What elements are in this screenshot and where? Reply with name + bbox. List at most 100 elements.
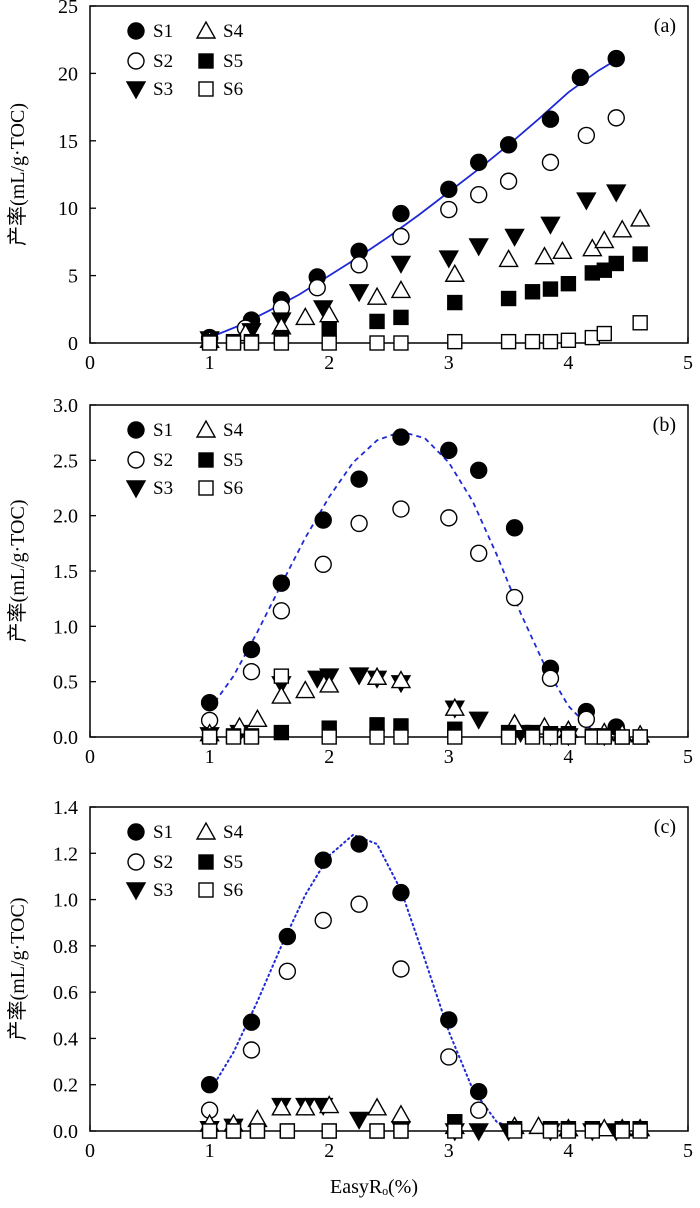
data-point — [247, 708, 268, 727]
x-tick-label: 0 — [85, 746, 95, 768]
panel-2: 0 1 2 3 4 5 0.0 0.5 1.0 1.5 2.0 2.5 3.0 产率(mL/g·TOC) (… — [6, 395, 693, 768]
y-tick-label: 1.0 — [53, 616, 78, 638]
legend-label: S6 — [223, 79, 243, 100]
data-point — [447, 1123, 463, 1139]
data-point — [307, 670, 328, 689]
legend-label: S6 — [223, 478, 243, 499]
data-point — [632, 1123, 648, 1139]
data-point — [249, 1123, 266, 1139]
series-s6 — [201, 315, 648, 351]
legend-marker — [195, 20, 217, 39]
data-point — [596, 325, 612, 342]
data-point — [468, 711, 489, 730]
y-tick-label: 1.5 — [53, 561, 78, 583]
data-point — [392, 960, 410, 978]
data-point — [541, 669, 560, 688]
y-tick-label: 0.4 — [53, 1028, 78, 1050]
legend-marker — [127, 52, 145, 70]
panel-label: (b) — [653, 414, 676, 436]
data-point — [295, 306, 316, 326]
legend-marker — [127, 22, 145, 40]
data-point — [629, 208, 651, 227]
data-point — [348, 284, 370, 303]
data-point — [392, 500, 410, 518]
data-point — [278, 962, 297, 981]
x-tick-label: 2 — [324, 1140, 334, 1162]
data-point — [273, 724, 290, 741]
legend-marker — [127, 451, 145, 469]
data-point — [201, 729, 218, 745]
data-point — [393, 729, 409, 745]
data-point — [440, 1048, 458, 1066]
data-point — [201, 335, 218, 351]
series-s4 — [199, 208, 651, 349]
data-point — [606, 184, 627, 203]
data-point — [470, 1082, 488, 1101]
legend-label: S1 — [153, 822, 173, 843]
data-point — [444, 263, 465, 282]
x-tick-label: 5 — [683, 746, 693, 768]
legend-marker — [198, 480, 214, 496]
data-point — [524, 333, 541, 350]
data-point — [596, 729, 612, 745]
legend-label: S2 — [153, 51, 173, 72]
legend-marker — [198, 452, 214, 468]
data-point — [393, 335, 409, 351]
data-point — [541, 153, 560, 172]
x-tick-label: 0 — [85, 1140, 95, 1162]
y-tick-label: 5 — [68, 266, 78, 288]
x-tick-label: 0 — [85, 352, 95, 374]
data-point — [499, 136, 518, 154]
series-s2 — [200, 895, 488, 1119]
data-point — [612, 219, 633, 238]
legend-marker — [127, 823, 145, 841]
x-tick-label: 5 — [683, 1140, 693, 1162]
legend-marker — [127, 853, 145, 871]
data-point — [390, 280, 412, 299]
data-point — [540, 216, 561, 235]
data-point — [607, 49, 625, 68]
data-point — [314, 851, 332, 869]
data-point — [584, 1123, 601, 1139]
legend-marker — [195, 419, 217, 438]
x-tick-label: 5 — [683, 352, 693, 374]
data-point — [314, 911, 332, 930]
legend: S1 S2 S3 S4 S5 S6 — [125, 821, 244, 901]
data-point — [350, 470, 368, 488]
panel-label: (c) — [654, 816, 676, 838]
legend-label: S2 — [153, 852, 173, 873]
data-point — [308, 279, 326, 297]
data-point — [369, 335, 385, 351]
data-point — [242, 1013, 261, 1031]
data-point — [273, 668, 290, 684]
data-point — [225, 335, 242, 351]
data-point — [392, 883, 410, 902]
data-point — [500, 333, 517, 350]
data-point — [295, 1097, 316, 1116]
data-point — [594, 230, 615, 249]
legend-marker — [198, 81, 214, 97]
data-point — [319, 304, 340, 323]
data-point — [468, 1123, 489, 1142]
data-point — [242, 1041, 261, 1059]
y-tick-label: 25 — [58, 0, 78, 18]
data-point — [350, 895, 368, 913]
data-point — [350, 835, 368, 853]
y-tick-label: 1.2 — [53, 843, 78, 865]
y-tick-label: 0.5 — [53, 672, 78, 694]
data-point — [242, 663, 261, 681]
data-point — [505, 519, 524, 537]
y-tick-label: 10 — [58, 198, 78, 220]
data-point — [272, 574, 291, 592]
data-point — [242, 640, 261, 659]
x-tick-label: 1 — [205, 1140, 215, 1162]
data-point — [506, 1123, 523, 1139]
panel-label: (a) — [654, 15, 676, 37]
series-s1 — [200, 835, 488, 1101]
data-point — [314, 555, 332, 574]
x-tick-label: 2 — [324, 352, 334, 374]
legend-label: S5 — [223, 51, 243, 72]
y-axis-title: 产率(mL/g·TOC) — [6, 103, 29, 246]
data-point — [560, 729, 577, 745]
data-point — [576, 192, 597, 211]
